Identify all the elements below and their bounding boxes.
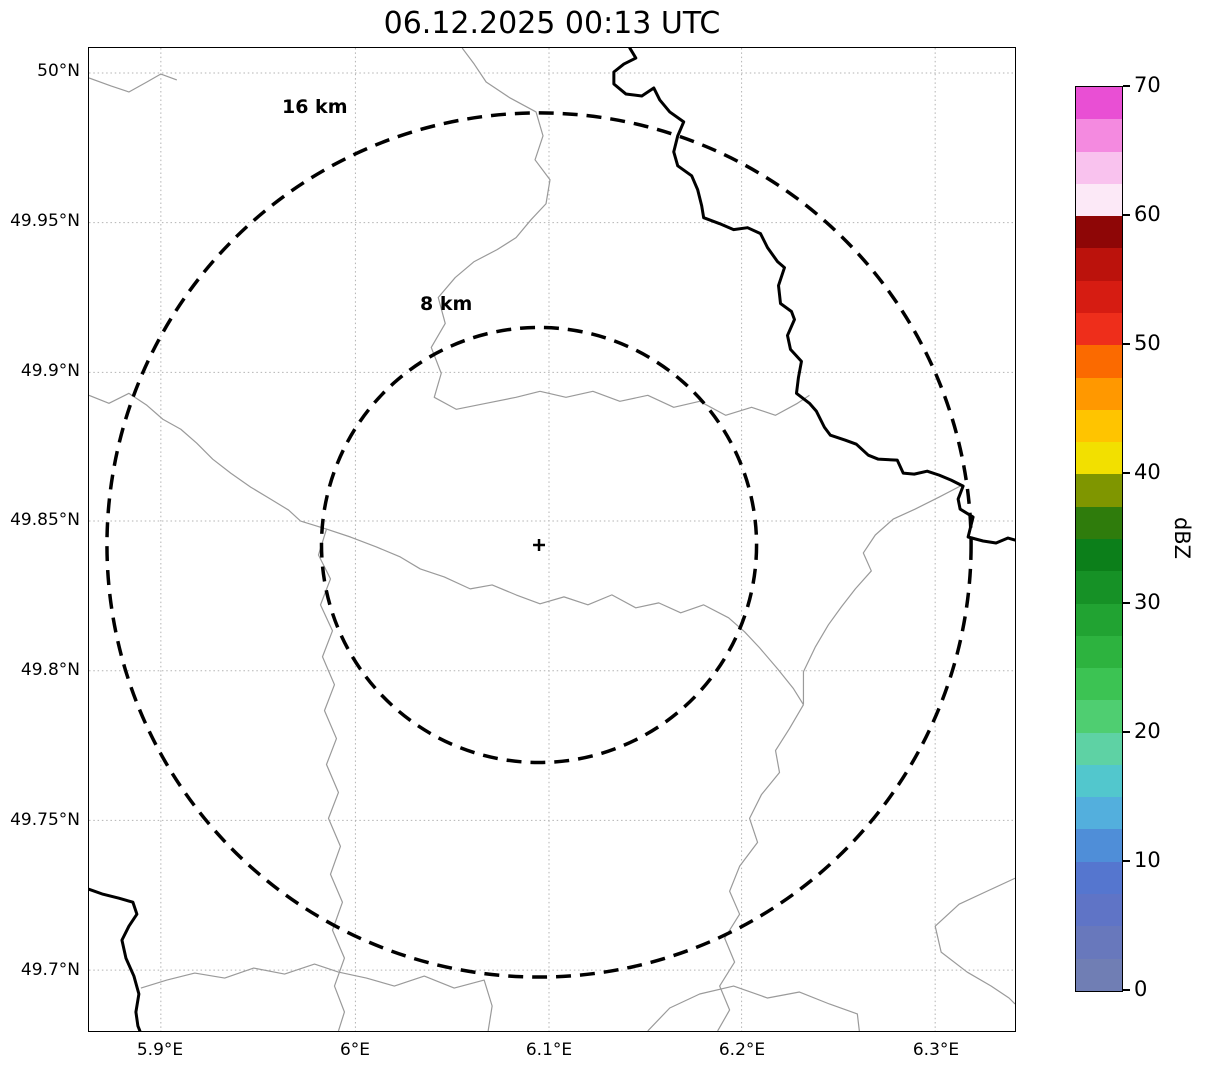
range-ring-label-8km: 8 km [420,293,473,315]
boundary-line [89,73,178,93]
colorbar-segment [1076,797,1122,830]
colorbar-tick-label: 50 [1134,331,1161,356]
gridlines [89,48,1015,1031]
y-tick-label: 49.85°N [10,510,80,530]
colorbar [1075,86,1123,992]
colorbar-segment [1076,506,1122,539]
colorbar-segment [1076,700,1122,733]
colorbar-tick-mark [1123,214,1130,217]
colorbar-segment [1076,829,1122,862]
colorbar-tick-label: 0 [1134,977,1148,1001]
river-line [89,887,142,1031]
boundary-line [89,392,301,522]
range-ring-label-16km: 16 km [282,96,348,118]
colorbar-segment [1076,248,1122,281]
y-tick-label: 49.9°N [20,361,80,381]
map-canvas [89,48,1015,1031]
colorbar-tick-label: 70 [1134,73,1161,97]
y-tick-label: 49.95°N [10,211,80,231]
colorbar-segment [1076,183,1122,217]
colorbar-segment [1076,312,1122,346]
x-tick-label: 6°E [339,1040,371,1060]
y-tick-label: 50°N [37,61,80,81]
colorbar-segment [1076,635,1122,669]
colorbar-segment [1076,926,1122,959]
boundary-line [300,520,804,705]
x-tick-label: 6.2°E [718,1040,766,1060]
range-ring-8km [319,325,759,765]
boundary-line [647,985,860,1031]
colorbar-segment [1076,87,1122,120]
boundary-line [934,877,1015,1005]
colorbar-segment [1076,764,1122,798]
boundary-line [317,528,346,1031]
colorbar-segment [1076,474,1122,507]
boundary-line [140,963,493,1031]
colorbar-segment [1076,409,1122,443]
colorbar-label: dBZ [1170,516,1194,560]
colorbar-segment [1076,216,1122,249]
colorbar-tick-label: 20 [1134,718,1161,743]
boundary-line [802,484,963,705]
colorbar-tick-mark [1123,85,1130,87]
colorbar-segment [1076,603,1122,636]
colorbar-segment [1076,377,1122,410]
boundary-line [717,704,804,1031]
colorbar-tick-label: 10 [1134,847,1161,872]
colorbar-tick-mark [1123,601,1130,604]
colorbar-segment [1076,345,1122,378]
x-tick-label: 6.1°E [525,1040,573,1060]
colorbar-segment [1076,861,1122,895]
colorbar-tick-mark [1123,472,1130,475]
colorbar-segment [1076,732,1122,765]
colorbar-segment [1076,280,1122,313]
colorbar-segment [1076,442,1122,475]
y-tick-label: 49.8°N [20,660,80,680]
colorbar-segment [1076,958,1122,991]
x-tick-label: 6.3°E [912,1040,960,1060]
colorbar-segment [1076,151,1122,184]
colorbar-segment [1076,894,1122,927]
colorbar-tick-mark [1123,989,1130,991]
colorbar-segment [1076,538,1122,572]
radar-site-marker [533,539,546,551]
colorbar-tick-mark [1123,730,1130,733]
colorbar-tick-label: 40 [1134,460,1161,485]
colorbar-segment [1076,119,1122,152]
colorbar-segment [1076,668,1122,701]
page-title: 06.12.2025 00:13 UTC [383,6,721,41]
boundary-line [539,390,810,416]
river-line [612,48,1015,545]
colorbar-tick-label: 30 [1134,589,1161,614]
admin-boundaries [89,48,1015,1031]
boundary-line [430,48,551,410]
colorbar-tick-label: 60 [1134,202,1161,227]
colorbar-tick-mark [1123,343,1130,346]
x-tick-label: 5.9°E [136,1040,184,1060]
colorbar-segment [1076,571,1122,604]
y-tick-label: 49.7°N [20,960,80,980]
range-ring-16km [105,111,973,979]
y-tick-label: 49.75°N [10,810,80,830]
colorbar-tick-mark [1123,859,1130,862]
river-border [89,48,1015,1031]
map-plot [88,47,1016,1032]
